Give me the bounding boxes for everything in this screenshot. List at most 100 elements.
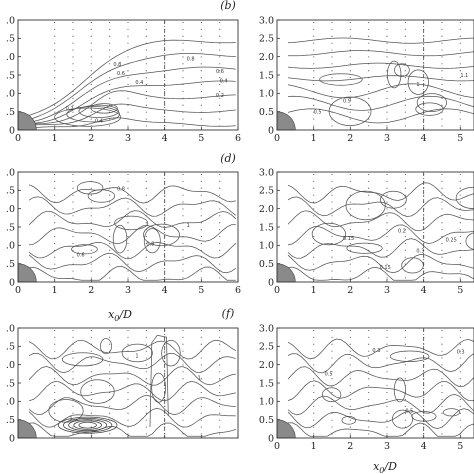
contour-line-0 bbox=[287, 266, 474, 281]
x-tick-label: 2 bbox=[347, 133, 353, 144]
cylinder-quarter-disc bbox=[276, 263, 296, 283]
contour-island-4 bbox=[345, 190, 386, 221]
contour-ring-1 bbox=[63, 417, 113, 433]
cylinder-quarter-disc bbox=[276, 111, 296, 131]
cylinder-quarter-disc bbox=[276, 419, 296, 439]
contour-island-3 bbox=[121, 343, 153, 363]
contour-line-1 bbox=[287, 408, 474, 429]
x-tick-label: 6 bbox=[235, 285, 241, 296]
panel-2: 0.8 0.6 0.8 1 0 .5 .0 .5 .0 .5 .0 0 1 2 3 4 5 6 bbox=[6, 167, 241, 296]
x-tick-label: 5 bbox=[457, 285, 463, 296]
panel-3-plot: 0.15 0.2 0.25 0.3 0.15 bbox=[287, 172, 474, 282]
contour-island-2 bbox=[380, 190, 407, 209]
contour-label: 0.8 bbox=[117, 186, 125, 192]
y-tick-label: 1.5 bbox=[259, 222, 274, 233]
y-tick-label: .5 bbox=[6, 415, 15, 426]
y-tick-label: 0.5 bbox=[259, 259, 274, 270]
contour-label: 0.8 bbox=[187, 56, 195, 62]
contour-island-1 bbox=[76, 181, 104, 195]
y-tick-label: 1.0 bbox=[259, 241, 274, 252]
y-tick-label: 0.5 bbox=[259, 107, 274, 118]
contour-line-4 bbox=[28, 66, 236, 123]
y-tick-label: .5 bbox=[6, 34, 15, 45]
y-tick-label: 3.0 bbox=[259, 15, 274, 26]
y-tick-label: .5 bbox=[6, 342, 15, 353]
panel-0-plot: 0.8 0.6 0.4 0.2 0.8 0.6 0.4 0.2 0.4 bbox=[28, 20, 236, 130]
x-tick-label: 3 bbox=[384, 133, 390, 144]
contour-ring-3 bbox=[73, 420, 102, 430]
panel-0: 0.8 0.6 0.4 0.2 0.8 0.6 0.4 0.2 0.4 0 .5 .0 .5 .0 .5 .0… bbox=[6, 15, 241, 144]
contour-island-1 bbox=[465, 232, 474, 251]
contour-island-5 bbox=[411, 411, 437, 422]
y-tick-label: .0 bbox=[6, 167, 15, 178]
y-tick-label: 0.5 bbox=[259, 415, 274, 426]
contour-line-6 bbox=[28, 339, 236, 360]
y-tick-label: 1.0 bbox=[259, 397, 274, 408]
contour-label: 0.8 bbox=[113, 62, 121, 68]
contour-island-1 bbox=[100, 338, 112, 355]
y-tick-label: .0 bbox=[6, 15, 15, 26]
y-tick-label: 0 bbox=[268, 433, 274, 444]
contour-island-1 bbox=[389, 350, 430, 362]
contour-ring-0 bbox=[57, 416, 118, 434]
y-tick-label: 2.0 bbox=[259, 360, 274, 371]
panel-frame bbox=[276, 19, 474, 131]
x-tick-label: 1 bbox=[311, 441, 317, 452]
contour-label: 0.8 bbox=[146, 241, 154, 247]
panel-label-b: (b) bbox=[220, 0, 236, 12]
contour-island-2 bbox=[407, 69, 429, 95]
x-tick-label: 3 bbox=[125, 133, 131, 144]
contour-island-4 bbox=[87, 189, 116, 203]
contour-line-5 bbox=[288, 50, 474, 57]
contour-island-6 bbox=[161, 340, 181, 367]
cylinder-quarter-disc bbox=[17, 263, 37, 283]
cylinder-quarter-disc bbox=[17, 111, 37, 131]
contour-label: 0.6 bbox=[216, 69, 224, 75]
figure-labels: (b) (d) (f) x0/D x0/D bbox=[108, 0, 397, 474]
contour-island-3 bbox=[112, 224, 128, 254]
contour-island-2 bbox=[143, 228, 161, 254]
contour-line-6 bbox=[287, 338, 474, 360]
contour-label: 0.4 bbox=[95, 119, 103, 125]
contour-label: 0.4 bbox=[135, 80, 143, 86]
y-tick-label: .0 bbox=[6, 241, 15, 252]
contour-label: 0.3 bbox=[416, 249, 424, 255]
y-tick-label: 2.5 bbox=[259, 342, 274, 353]
y-tick-label: 2.0 bbox=[259, 52, 274, 63]
contour-island-6 bbox=[393, 377, 406, 403]
contour-island-6 bbox=[401, 257, 424, 274]
panel-label-d: (d) bbox=[220, 152, 236, 165]
contour-line-1 bbox=[28, 407, 236, 428]
y-tick-label: 2.5 bbox=[259, 186, 274, 197]
contour-label: 0.2 bbox=[398, 229, 406, 235]
contour-label: 1.1 bbox=[460, 73, 468, 79]
x-axis-label-bottom: x0/D bbox=[373, 460, 397, 474]
contour-island-0 bbox=[114, 215, 149, 231]
contour-line-4 bbox=[287, 210, 474, 232]
x-tick-label: 4 bbox=[421, 285, 427, 296]
contour-island-0 bbox=[311, 222, 346, 246]
y-tick-label: .5 bbox=[6, 186, 15, 197]
contour-line-0 bbox=[287, 422, 474, 437]
x-tick-label: 4 bbox=[162, 133, 168, 144]
contour-line-2 bbox=[287, 83, 474, 99]
y-tick-label: 1.5 bbox=[259, 378, 274, 389]
contour-island-3 bbox=[415, 102, 444, 116]
contour-line-4 bbox=[287, 366, 474, 388]
contour-line-5 bbox=[28, 53, 236, 120]
y-tick-label: .0 bbox=[6, 397, 15, 408]
contour-line-3 bbox=[287, 224, 474, 246]
y-tick-label: .0 bbox=[6, 323, 15, 334]
contour-line-0 bbox=[287, 108, 474, 124]
panel-4-plot: 1 1 1 bbox=[28, 328, 236, 438]
x-tick-label: 2 bbox=[347, 285, 353, 296]
contour-label: 0.2 bbox=[216, 93, 224, 99]
cylinder-quarter-disc bbox=[17, 419, 37, 439]
y-tick-label: .0 bbox=[6, 52, 15, 63]
contour-label: 0.3 bbox=[372, 348, 380, 354]
contour-line-4 bbox=[28, 366, 236, 386]
y-tick-label: .5 bbox=[6, 107, 15, 118]
contour-island-6 bbox=[319, 73, 363, 86]
contour-line-4 bbox=[28, 210, 237, 228]
